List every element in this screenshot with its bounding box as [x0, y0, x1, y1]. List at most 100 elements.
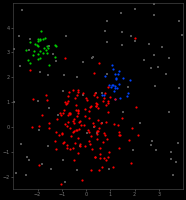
Point — [177, 86, 180, 89]
Point — [117, 70, 120, 73]
Point — [57, 113, 60, 116]
Point — [134, 105, 137, 109]
Point — [39, 39, 42, 42]
Point — [61, 131, 64, 135]
Point — [104, 121, 107, 124]
Point — [139, 121, 142, 125]
Point — [63, 56, 66, 59]
Point — [94, 104, 97, 107]
Point — [92, 124, 95, 128]
Point — [39, 56, 42, 60]
Point — [73, 122, 76, 125]
Point — [29, 41, 32, 44]
Point — [67, 91, 70, 94]
Point — [101, 93, 104, 96]
Point — [69, 147, 72, 150]
Point — [66, 120, 69, 123]
Point — [86, 99, 89, 102]
Point — [76, 76, 79, 79]
Point — [31, 97, 34, 100]
Point — [156, 65, 159, 68]
Point — [66, 147, 69, 150]
Point — [85, 132, 88, 135]
Point — [41, 52, 44, 55]
Point — [130, 35, 133, 38]
Point — [59, 113, 62, 117]
Point — [171, 173, 174, 176]
Point — [69, 111, 72, 114]
Point — [79, 145, 82, 148]
Point — [137, 133, 140, 136]
Point — [72, 129, 75, 132]
Point — [54, 148, 57, 151]
Point — [66, 113, 69, 116]
Point — [113, 85, 116, 88]
Point — [80, 123, 83, 126]
Point — [13, 47, 16, 51]
Point — [97, 126, 100, 130]
Point — [65, 102, 68, 105]
Point — [109, 86, 112, 89]
Point — [72, 119, 75, 123]
Point — [117, 123, 120, 126]
Point — [103, 131, 106, 134]
Point — [49, 168, 52, 171]
Point — [25, 48, 28, 52]
Point — [121, 77, 124, 80]
Point — [61, 89, 64, 93]
Point — [97, 119, 100, 122]
Point — [79, 144, 82, 147]
Point — [102, 99, 105, 102]
Point — [88, 109, 91, 112]
Point — [88, 105, 91, 108]
Point — [77, 109, 80, 112]
Point — [96, 96, 99, 99]
Point — [19, 64, 22, 67]
Point — [71, 147, 74, 150]
Point — [32, 50, 35, 53]
Point — [150, 140, 153, 143]
Point — [93, 155, 96, 159]
Point — [108, 168, 111, 171]
Point — [29, 61, 32, 64]
Point — [105, 103, 108, 106]
Point — [48, 127, 51, 130]
Point — [25, 173, 28, 176]
Point — [180, 33, 183, 37]
Point — [83, 107, 86, 111]
Point — [98, 157, 101, 160]
Point — [149, 144, 152, 147]
Point — [134, 7, 137, 11]
Point — [54, 131, 57, 134]
Point — [37, 39, 40, 43]
Point — [121, 117, 124, 120]
Point — [40, 114, 43, 117]
Point — [62, 111, 65, 114]
Point — [84, 144, 87, 147]
Point — [116, 86, 119, 89]
Point — [55, 59, 58, 62]
Point — [113, 97, 116, 100]
Point — [40, 30, 43, 33]
Point — [126, 94, 129, 97]
Point — [126, 91, 129, 95]
Point — [83, 123, 86, 127]
Point — [62, 141, 65, 145]
Point — [117, 133, 120, 136]
Point — [84, 97, 87, 100]
Point — [37, 44, 40, 48]
Point — [102, 97, 105, 100]
Point — [117, 131, 120, 134]
Point — [78, 120, 81, 123]
Point — [74, 141, 77, 144]
Point — [91, 56, 94, 60]
Point — [39, 49, 42, 52]
Point — [79, 120, 82, 123]
Point — [31, 53, 34, 56]
Point — [115, 76, 118, 80]
Point — [107, 102, 110, 105]
Point — [28, 159, 31, 162]
Point — [39, 70, 42, 73]
Point — [178, 20, 181, 23]
Point — [54, 139, 57, 142]
